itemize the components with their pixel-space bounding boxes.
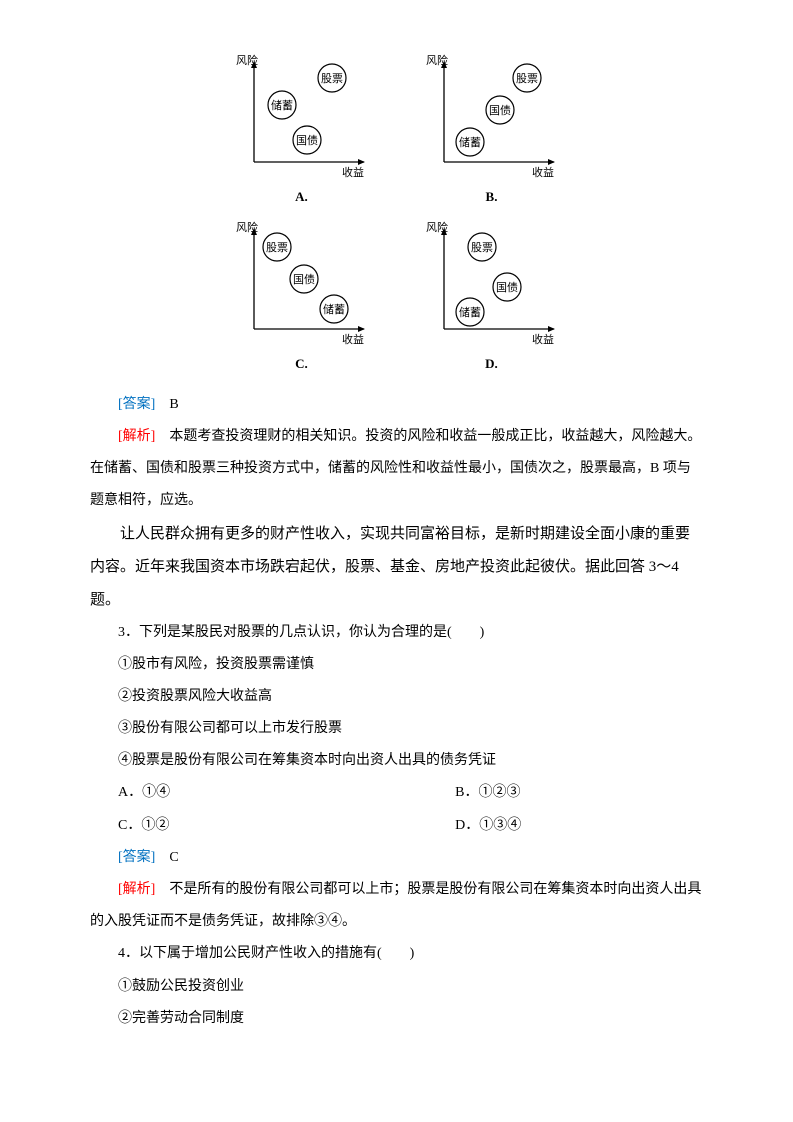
svg-text:国债: 国债 xyxy=(296,133,318,147)
q3-options-row-2: C．①② D．①③④ xyxy=(90,810,703,842)
q3-option-d: D．①③④ xyxy=(427,810,703,842)
q3-item-2: ②投资股票风险大收益高 xyxy=(90,681,703,713)
chart-c-svg: 风险收益 股票国债储蓄 xyxy=(232,217,372,347)
chart-panel-d: 风险收益 股票国债储蓄 D. xyxy=(422,217,562,379)
answer-label: [答案] xyxy=(118,397,155,412)
q3-stem: 3．下列是某股民对股票的几点认识，你认为合理的是( ) xyxy=(90,617,703,649)
page-body: 风险收益股票储蓄国债 A. 风险收益股票国债储蓄 B. 风险收益股票国债储蓄 C… xyxy=(0,0,793,1085)
svg-text:风险: 风险 xyxy=(236,220,258,234)
svg-text:储蓄: 储蓄 xyxy=(459,305,481,319)
svg-text:收益: 收益 xyxy=(532,165,554,179)
chart-panel-c: 风险收益 股票国债储蓄 C. xyxy=(232,217,372,379)
q2-analysis-para: [解析] 本题考查投资理财的相关知识。投资的风险和收益一般成正比，收益越大，风险… xyxy=(90,421,703,518)
q2-answer-line: [答案] B xyxy=(90,389,703,421)
svg-text:股票: 股票 xyxy=(321,72,343,85)
q3-analysis-text: 不是所有的股份有限公司都可以上市；股票是股份有限公司在筹集资本时向出资人出具的入… xyxy=(90,882,701,929)
q4-stem: 4．以下属于增加公民财产性收入的措施有( ) xyxy=(90,938,703,970)
analysis-label: [解析] xyxy=(118,429,155,444)
q3-item-4: ④股票是股份有限公司在筹集资本时向出资人出具的债务凭证 xyxy=(90,745,703,777)
chart-d-svg: 风险收益 股票国债储蓄 xyxy=(422,217,562,347)
svg-text:股票: 股票 xyxy=(471,241,493,254)
svg-text:收益: 收益 xyxy=(342,332,364,346)
chart-row-bottom: 风险收益 股票国债储蓄 C. 风险收益 股票国债储蓄 D. xyxy=(90,217,703,379)
q3-item-1: ①股市有风险，投资股票需谨慎 xyxy=(90,649,703,681)
svg-text:风险: 风险 xyxy=(236,53,258,67)
chart-a-svg: 风险收益 股票储蓄国债 xyxy=(232,50,372,180)
q3-option-b: B．①②③ xyxy=(427,777,703,809)
svg-text:储蓄: 储蓄 xyxy=(271,98,293,112)
chart-c-label: C. xyxy=(232,349,372,379)
q4-item-1: ①鼓励公民投资创业 xyxy=(90,971,703,1003)
q2-answer-value: B xyxy=(169,397,178,412)
chart-d-label: D. xyxy=(422,349,562,379)
svg-text:国债: 国债 xyxy=(489,103,511,117)
answer-label: [答案] xyxy=(118,850,155,865)
q3-option-c: C．①② xyxy=(90,810,427,842)
svg-text:风险: 风险 xyxy=(426,53,448,67)
svg-text:收益: 收益 xyxy=(532,332,554,346)
q3-option-a: A．①④ xyxy=(90,777,427,809)
chart-b-label: B. xyxy=(422,182,562,212)
q3-options-row-1: A．①④ B．①②③ xyxy=(90,777,703,809)
analysis-label: [解析] xyxy=(118,882,155,897)
svg-text:股票: 股票 xyxy=(266,241,288,254)
q4-item-2: ②完善劳动合同制度 xyxy=(90,1003,703,1035)
q3-answer-value: C xyxy=(169,850,178,865)
chart-panel-a: 风险收益 股票储蓄国债 A. xyxy=(232,50,372,212)
q3-item-3: ③股份有限公司都可以上市发行股票 xyxy=(90,713,703,745)
q3-analysis-para: [解析] 不是所有的股份有限公司都可以上市；股票是股份有限公司在筹集资本时向出资… xyxy=(90,874,703,938)
context-paragraph: 让人民群众拥有更多的财产性收入，实现共同富裕目标，是新时期建设全面小康的重要内容… xyxy=(90,518,703,617)
svg-text:储蓄: 储蓄 xyxy=(323,302,345,316)
chart-b-svg: 风险收益 股票国债储蓄 xyxy=(422,50,562,180)
q2-analysis-text: 本题考查投资理财的相关知识。投资的风险和收益一般成正比，收益越大，风险越大。在储… xyxy=(90,429,701,508)
charts-container: 风险收益股票储蓄国债 A. 风险收益股票国债储蓄 B. 风险收益股票国债储蓄 C… xyxy=(90,50,703,379)
chart-a-label: A. xyxy=(232,182,372,212)
chart-row-top: 风险收益股票储蓄国债 A. 风险收益股票国债储蓄 B. xyxy=(90,50,703,212)
svg-text:收益: 收益 xyxy=(342,165,364,179)
svg-text:储蓄: 储蓄 xyxy=(459,135,481,149)
svg-text:国债: 国债 xyxy=(496,280,518,294)
svg-text:风险: 风险 xyxy=(426,220,448,234)
chart-panel-b: 风险收益 股票国债储蓄 B. xyxy=(422,50,562,212)
q3-answer-line: [答案] C xyxy=(90,842,703,874)
svg-text:股票: 股票 xyxy=(516,72,538,85)
svg-text:国债: 国债 xyxy=(293,272,315,286)
